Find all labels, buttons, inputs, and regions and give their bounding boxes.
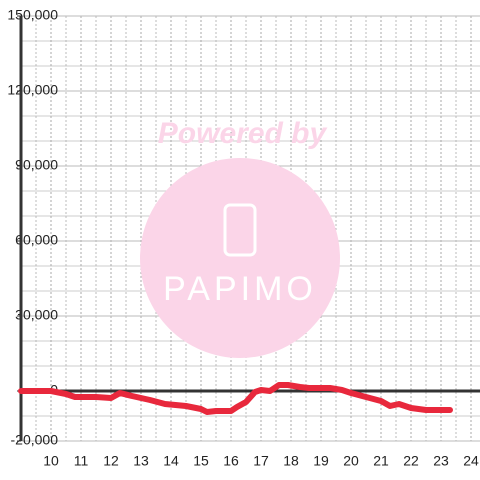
x-tick-label: 12 — [103, 453, 119, 469]
x-tick-label: 23 — [433, 453, 449, 469]
x-tick-label: 20 — [343, 453, 359, 469]
x-tick-label: 17 — [253, 453, 269, 469]
x-tick-label: 16 — [223, 453, 239, 469]
y-tick-label: 30,000 — [15, 307, 58, 323]
data-line — [18, 382, 453, 415]
watermark: Powered by PAPIMO — [140, 117, 340, 358]
x-tick-label: 18 — [283, 453, 299, 469]
watermark-circle — [140, 158, 340, 358]
y-tick-label: 60,000 — [15, 232, 58, 248]
y-tick-label: 120,000 — [7, 82, 58, 98]
x-tick-label: 24 — [463, 453, 479, 469]
watermark-icon — [223, 203, 257, 257]
y-tick-label: -20,000 — [11, 432, 59, 448]
x-tick-label: 15 — [193, 453, 209, 469]
x-tick-label: 14 — [163, 453, 179, 469]
x-tick-label: 10 — [43, 453, 59, 469]
watermark-text: Powered by — [158, 117, 328, 150]
y-tick-label: 90,000 — [15, 157, 58, 173]
x-tick-label: 11 — [74, 453, 89, 469]
y-tick-label: 150,000 — [7, 7, 58, 23]
x-tick-label: 13 — [133, 453, 149, 469]
watermark-logo: PAPIMO — [163, 270, 317, 308]
x-tick-label: 22 — [403, 453, 419, 469]
x-tick-label: 21 — [373, 453, 389, 469]
x-tick-label: 19 — [313, 453, 329, 469]
